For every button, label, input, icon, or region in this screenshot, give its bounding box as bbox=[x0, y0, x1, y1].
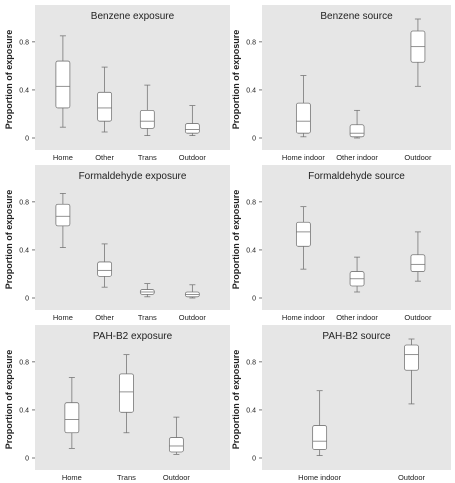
box-iqr bbox=[404, 344, 419, 371]
y-tick-label: 0 bbox=[252, 296, 256, 303]
box-3 bbox=[139, 283, 155, 298]
category-label: Outdoor bbox=[179, 313, 207, 322]
category-label: Trans bbox=[138, 313, 157, 322]
box-3 bbox=[139, 84, 155, 136]
category-label: Trans bbox=[117, 473, 136, 482]
y-tick-label: 0.4 bbox=[246, 247, 256, 254]
box-4 bbox=[184, 105, 200, 136]
panel-background bbox=[262, 325, 451, 470]
panel-2: Benzene source Proportion of exposure 0 0.4… bbox=[231, 5, 451, 162]
box-1 bbox=[312, 390, 328, 456]
box-iqr bbox=[349, 124, 365, 138]
box-iqr bbox=[139, 109, 155, 129]
box-2 bbox=[119, 354, 134, 434]
box-2 bbox=[349, 109, 365, 139]
category-label: Outdoor bbox=[179, 153, 207, 162]
y-tick-label: 0 bbox=[25, 136, 29, 143]
box-2 bbox=[97, 66, 113, 133]
box-4 bbox=[184, 284, 200, 299]
box-iqr bbox=[295, 221, 311, 247]
category-label: Outdoor bbox=[163, 473, 191, 482]
box-2 bbox=[404, 338, 419, 405]
y-axis-label: Proportion of exposure bbox=[231, 30, 241, 130]
y-tick-label: 0.8 bbox=[246, 199, 256, 206]
category-label: Other indoor bbox=[336, 313, 378, 322]
box-3 bbox=[410, 231, 426, 282]
panel-4: Formaldehyde source Proportion of exposur… bbox=[231, 165, 451, 322]
category-label: Home indoor bbox=[298, 473, 341, 482]
category-label: Home bbox=[62, 473, 82, 482]
box-1 bbox=[55, 193, 71, 248]
panel-title: Formaldehyde source bbox=[308, 171, 405, 182]
y-tick-label: 0 bbox=[252, 456, 256, 463]
y-tick-label: 0.4 bbox=[19, 87, 29, 94]
category-label: Outdoor bbox=[404, 313, 432, 322]
panel-3: Formaldehyde exposure Proportion of expos… bbox=[4, 165, 230, 322]
panel-background bbox=[262, 165, 451, 310]
y-axis-label: Proportion of exposure bbox=[231, 350, 241, 450]
y-axis-label: Proportion of exposure bbox=[4, 350, 14, 450]
y-axis-label: Proportion of exposure bbox=[231, 190, 241, 290]
box-2 bbox=[349, 256, 365, 293]
panel-6: PAH-B2 source Proportion of exposure 0 0.4 0… bbox=[231, 325, 451, 482]
y-tick-label: 0 bbox=[252, 136, 256, 143]
category-label: Trans bbox=[138, 153, 157, 162]
category-label: Other bbox=[95, 153, 114, 162]
y-tick-label: 0.8 bbox=[19, 39, 29, 46]
box-1 bbox=[64, 377, 80, 449]
panel-title: Benzene source bbox=[320, 11, 393, 22]
box-iqr bbox=[312, 425, 328, 450]
box-1 bbox=[295, 75, 311, 138]
box-2 bbox=[97, 243, 113, 288]
y-axis-label: Proportion of exposure bbox=[4, 190, 14, 290]
panel-title: Formaldehyde exposure bbox=[79, 171, 187, 182]
box-1 bbox=[295, 206, 311, 270]
box-1 bbox=[55, 35, 71, 128]
category-label: Home bbox=[53, 313, 73, 322]
panels: Benzene exposure Proportion of exposure 0 0… bbox=[4, 5, 451, 482]
y-tick-label: 0.4 bbox=[246, 87, 256, 94]
y-tick-label: 0.8 bbox=[19, 199, 29, 206]
y-tick-label: 0.4 bbox=[19, 407, 29, 414]
panel-title: PAH-B2 exposure bbox=[93, 331, 173, 342]
y-tick-label: 0.4 bbox=[19, 247, 29, 254]
box-iqr bbox=[410, 254, 426, 272]
box-iqr bbox=[168, 437, 184, 453]
panel-5: PAH-B2 exposure Proportion of exposure 0 0.… bbox=[4, 325, 230, 482]
box-iqr bbox=[97, 261, 113, 277]
box-3 bbox=[410, 18, 426, 87]
y-tick-label: 0.8 bbox=[19, 359, 29, 366]
y-tick-label: 0.8 bbox=[246, 39, 256, 46]
y-tick-label: 0.4 bbox=[246, 407, 256, 414]
y-tick-label: 0.8 bbox=[246, 359, 256, 366]
category-label: Other indoor bbox=[336, 153, 378, 162]
box-iqr bbox=[295, 102, 311, 134]
category-label: Home indoor bbox=[282, 313, 325, 322]
panel-title: Benzene exposure bbox=[91, 11, 175, 22]
y-tick-label: 0 bbox=[25, 456, 29, 463]
panel-1: Benzene exposure Proportion of exposure 0 0… bbox=[4, 5, 230, 162]
box-iqr bbox=[55, 203, 71, 227]
panel-background bbox=[35, 165, 230, 310]
box-iqr bbox=[119, 373, 134, 413]
panel-title: PAH-B2 source bbox=[322, 331, 391, 342]
category-label: Outdoor bbox=[404, 153, 432, 162]
category-label: Other bbox=[95, 313, 114, 322]
category-label: Home indoor bbox=[282, 153, 325, 162]
box-3 bbox=[168, 416, 184, 455]
category-label: Home bbox=[53, 153, 73, 162]
box-iqr bbox=[55, 60, 71, 109]
box-iqr bbox=[64, 402, 80, 434]
box-iqr bbox=[97, 91, 113, 122]
y-tick-label: 0 bbox=[25, 296, 29, 303]
y-axis-label: Proportion of exposure bbox=[4, 30, 14, 130]
category-label: Outdoor bbox=[398, 473, 426, 482]
box-iqr bbox=[184, 123, 200, 134]
